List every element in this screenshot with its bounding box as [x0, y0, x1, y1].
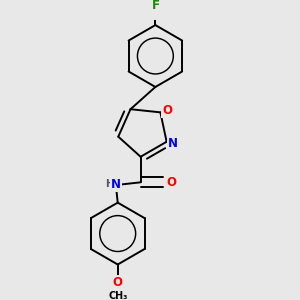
Text: N: N: [168, 136, 178, 150]
Text: N: N: [111, 178, 121, 191]
Text: H: H: [105, 179, 113, 189]
Text: O: O: [162, 104, 172, 117]
Text: F: F: [152, 0, 159, 12]
Text: O: O: [113, 276, 123, 289]
Text: O: O: [166, 176, 176, 189]
Text: CH₃: CH₃: [108, 291, 128, 300]
